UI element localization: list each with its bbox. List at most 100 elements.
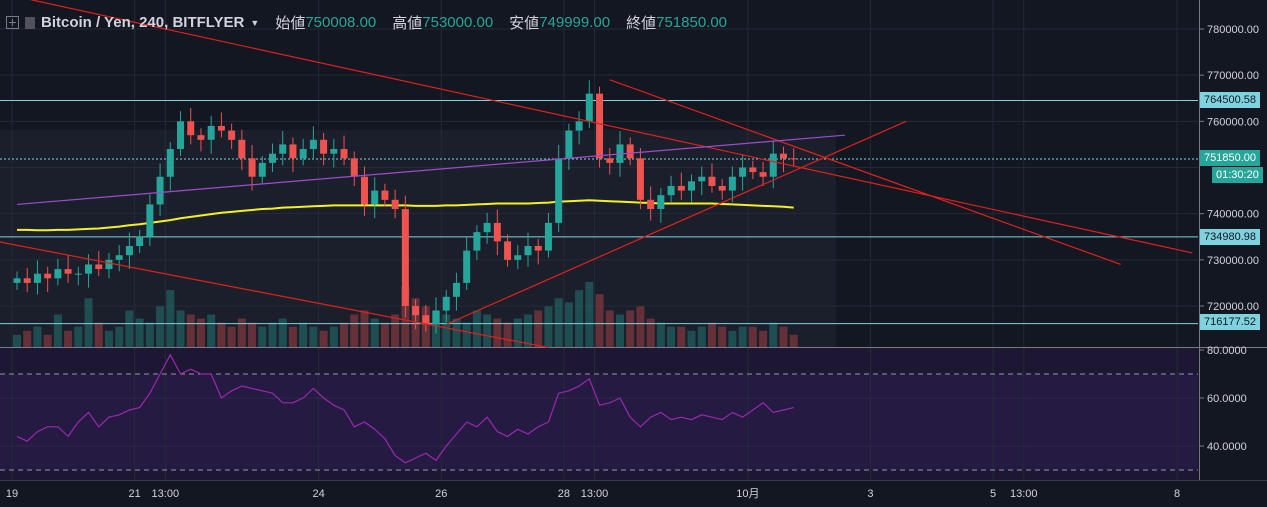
trendline <box>16 134 845 206</box>
bar-countdown: 01:30:20 <box>1212 167 1263 183</box>
volume-bar <box>33 326 42 347</box>
candle <box>320 132 328 166</box>
volume-bar <box>728 330 737 347</box>
candle-body <box>585 93 593 122</box>
volume-bar <box>217 322 226 347</box>
volume-bar <box>718 326 727 347</box>
candle-body <box>606 158 614 163</box>
volume-bar <box>13 334 21 347</box>
candle <box>207 115 215 154</box>
candle <box>330 138 338 168</box>
high-value: 753000.00 <box>422 14 494 31</box>
candle <box>371 177 379 219</box>
volume-bar <box>452 318 461 347</box>
candle <box>412 299 420 330</box>
volume-bar <box>84 298 93 347</box>
candle <box>514 245 522 270</box>
candle <box>544 212 552 258</box>
chevron-down-icon[interactable]: ▼ <box>250 17 260 28</box>
candle <box>473 225 481 260</box>
volume-bar <box>360 310 369 347</box>
candle <box>698 166 706 196</box>
time-tick-label: 8 <box>1174 488 1180 500</box>
candle-body <box>483 222 491 233</box>
volume-bar <box>166 290 175 347</box>
trendline <box>609 79 1121 266</box>
volume-bar <box>135 318 144 347</box>
volume-bar <box>564 302 573 347</box>
volume-bar <box>248 322 257 347</box>
volume-bar <box>176 310 185 347</box>
candle <box>636 148 644 210</box>
candle <box>64 255 72 283</box>
candle <box>780 146 787 173</box>
rsi-tick-label: 60.0000 <box>1207 393 1247 405</box>
candle-body <box>217 125 225 131</box>
time-tick-label: 13:00 <box>152 488 180 500</box>
candle <box>44 266 52 293</box>
candle <box>309 126 317 159</box>
candle <box>708 163 716 193</box>
candle-body <box>452 282 460 297</box>
symbol-title[interactable]: Bitcoin / Yen, 240, BITFLYER <box>41 14 245 31</box>
candle <box>391 189 399 219</box>
candle <box>125 232 133 270</box>
candle-body <box>473 232 481 251</box>
candle <box>718 179 726 200</box>
volume-bar <box>196 318 205 347</box>
candle-body <box>54 269 62 279</box>
volume-bar <box>350 314 359 347</box>
volume-bar <box>268 322 277 347</box>
level-tag-734980: 734980.98 <box>1200 229 1260 245</box>
price-tick-label: 730000.00 <box>1207 255 1259 267</box>
volume-bar <box>288 326 297 347</box>
volume-bar <box>636 306 645 347</box>
candle-body <box>463 250 471 283</box>
candle <box>187 107 195 145</box>
candle <box>289 137 297 173</box>
candle <box>401 195 409 318</box>
candle-body <box>504 241 512 260</box>
candle-body <box>493 222 501 242</box>
candle-body <box>688 181 696 191</box>
volume-bar <box>104 330 113 347</box>
candle-body <box>13 278 21 283</box>
candle <box>136 229 144 253</box>
candle-body <box>299 149 307 159</box>
time-tick-label: 24 <box>312 488 324 500</box>
volume-bar <box>329 326 338 347</box>
candle-body <box>279 144 287 154</box>
candle <box>739 154 747 191</box>
candle <box>85 254 93 288</box>
volume-bar <box>759 330 768 347</box>
high-label: 高値 <box>392 15 423 32</box>
candle <box>749 160 757 180</box>
volume-bar <box>544 306 553 347</box>
time-tick-label: 10月 <box>736 488 759 500</box>
candle-body <box>115 255 123 260</box>
candle-body <box>371 190 379 205</box>
expand-icon[interactable] <box>6 16 19 29</box>
candle-body <box>575 121 583 131</box>
chart-legend: Bitcoin / Yen, 240, BITFLYER ▼ 始値 750008.… <box>6 12 727 33</box>
open-value: 750008.00 <box>305 14 377 31</box>
volume-bar <box>299 322 308 347</box>
candle <box>166 142 174 191</box>
candle-body <box>718 185 726 191</box>
candle <box>657 188 665 223</box>
candle <box>432 297 440 334</box>
candle-body <box>289 144 297 159</box>
volume-bar <box>585 282 594 347</box>
candle-body <box>565 130 573 159</box>
low-label: 安値 <box>509 15 540 32</box>
volume-bar <box>615 314 624 347</box>
candle-body <box>136 236 144 246</box>
rsi-tick-label: 80.0000 <box>1207 345 1247 357</box>
candle <box>13 271 21 290</box>
candle <box>228 123 236 150</box>
candle <box>647 186 655 221</box>
candle-body <box>759 172 767 177</box>
volume-bar <box>697 326 706 347</box>
volume-bar <box>738 326 747 347</box>
